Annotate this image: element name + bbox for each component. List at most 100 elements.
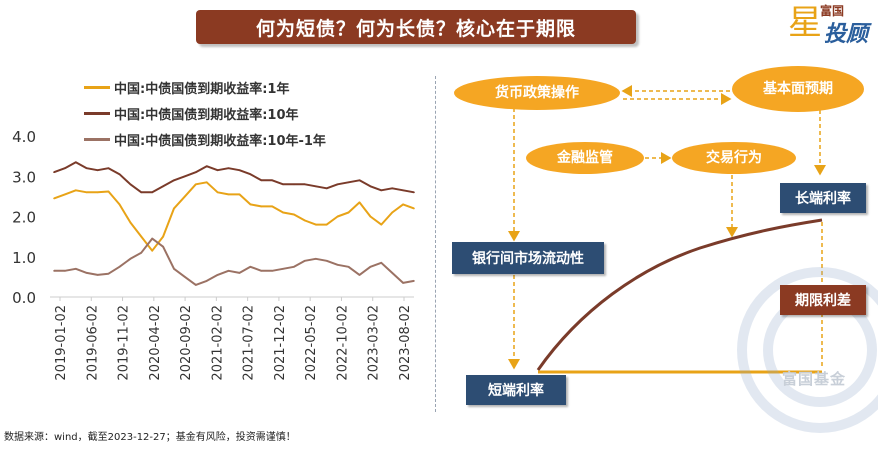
series-2-point [53, 270, 55, 272]
series-1-point [391, 187, 393, 190]
y-tick-label: 2.0 [12, 209, 36, 227]
series-1-point [249, 173, 252, 176]
series-2-point [151, 237, 153, 240]
series-1-point [205, 165, 208, 167]
series-1-point [336, 183, 339, 186]
star-icon: 星 [788, 3, 822, 43]
series-2-point [96, 274, 99, 276]
series-1-point [271, 179, 273, 182]
series-1-point [358, 179, 361, 182]
series-2-point [293, 266, 295, 268]
x-tick-label: 2021-07-02 [242, 305, 257, 381]
series-0-point [325, 223, 328, 226]
series-0-point [75, 189, 77, 192]
series-2-point [315, 257, 317, 260]
series-1-point [151, 191, 153, 194]
series-2-point [380, 261, 383, 264]
legend-swatch-spread [84, 137, 110, 141]
series-1-point [118, 173, 121, 176]
chart-legend: 中国:中债国债到期收益率:1年 中国:中债国债到期收益率:10年 中国:中债国债… [84, 74, 326, 152]
x-tick-label: 2022-05-02 [304, 305, 319, 381]
series-1-point [413, 191, 415, 194]
x-tick-label: 2021-02-02 [210, 305, 225, 381]
series-0-point [205, 181, 208, 184]
legend-item-spread: 中国:中债国债到期收益率:10年-1年 [84, 126, 326, 152]
series-2-point [129, 257, 132, 260]
section-divider [435, 76, 436, 412]
series-2-point [227, 270, 230, 272]
series-0-point [271, 205, 273, 208]
y-tick-label: 4.0 [12, 128, 36, 146]
x-tick-label: 2022-10-02 [335, 305, 350, 381]
series-2-point [205, 280, 208, 282]
series-0-point [315, 223, 317, 226]
node-fundamentals: 基本面预期 [732, 66, 864, 112]
source-note: 数据来源：wind，截至2023-12-27；基金有风险，投资需谨慎！ [4, 432, 296, 443]
series-0-point [140, 235, 143, 238]
series-1-point [369, 185, 372, 188]
series-0-point [85, 191, 88, 194]
yield-curve [536, 218, 823, 371]
series-0-point [336, 215, 339, 218]
series-1-point [140, 191, 143, 194]
series-1-point [282, 183, 284, 186]
series-1-point [173, 179, 175, 182]
node-financial-regulation: 金融监管 [526, 142, 644, 174]
series-0-point [195, 183, 197, 186]
series-line-2 [54, 237, 415, 286]
legend-swatch-1y [84, 85, 110, 89]
series-2-point [260, 270, 263, 272]
x-tick-label: 2021-12-02 [273, 305, 288, 381]
series-0-point [369, 215, 372, 218]
series-2-point [216, 274, 219, 276]
series-line-0 [53, 181, 415, 252]
series-2-point [271, 270, 273, 272]
node-short-rate: 短端利率 [466, 375, 566, 405]
x-tick-label: 2020-04-02 [148, 305, 163, 381]
series-2-point [64, 270, 66, 272]
series-1-point [184, 175, 186, 178]
series-0-point [238, 193, 241, 196]
series-1-point [107, 167, 110, 169]
series-0-point [347, 211, 350, 214]
watermark-text: 富国基金 [782, 370, 847, 388]
series-0-point [249, 203, 252, 206]
series-0-point [96, 191, 99, 194]
series-2-point [162, 245, 164, 248]
legend-item-10y: 中国:中债国债到期收益率:10年 [84, 100, 326, 126]
legend-swatch-10y [84, 111, 110, 115]
series-0-point [151, 249, 153, 252]
series-2-point [282, 268, 284, 270]
y-tick-label: 1.0 [12, 249, 36, 267]
logo-small-text: 富国 [820, 4, 845, 18]
series-1-point [85, 167, 88, 169]
series-0-point [413, 207, 415, 210]
series-1-point [260, 179, 263, 182]
x-tick-label: 2019-06-02 [85, 305, 100, 381]
series-2-point [402, 282, 404, 284]
x-tick-label: 2020-09-02 [179, 305, 194, 381]
x-tick-label: 2019-01-02 [54, 305, 69, 381]
series-1-point [96, 169, 99, 172]
series-1-point [293, 183, 295, 186]
node-monetary-policy: 货币政策操作 [454, 76, 620, 110]
y-tick-label: 3.0 [12, 168, 36, 186]
series-0-point [129, 221, 132, 224]
series-0-point [358, 201, 361, 204]
series-0-point [304, 219, 306, 222]
series-2-point [173, 268, 175, 270]
series-2-point [184, 276, 186, 278]
series-2-point [347, 266, 350, 268]
series-2-point [358, 274, 361, 276]
x-tick-label: 2023-03-02 [367, 305, 382, 381]
series-1-point [129, 183, 132, 186]
series-2-point [85, 272, 88, 274]
series-1-point [315, 185, 317, 188]
legend-label-spread: 中国:中债国债到期收益率:10年-1年 [114, 133, 326, 149]
series-0-point [282, 211, 284, 214]
series-1-point [347, 181, 350, 184]
series-2-point [75, 268, 77, 270]
y-tick-label: 0.0 [12, 289, 36, 307]
series-2-point [413, 280, 415, 282]
series-1-point [53, 171, 55, 174]
